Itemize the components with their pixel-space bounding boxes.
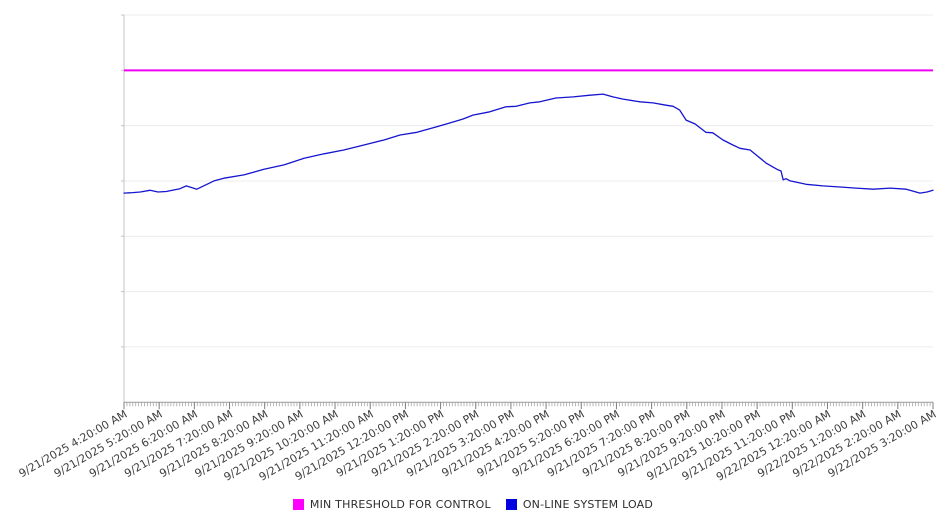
legend-item-min-threshold: MIN THRESHOLD FOR CONTROL (292, 498, 491, 511)
legend-label-min-threshold: MIN THRESHOLD FOR CONTROL (309, 498, 491, 511)
legend-label-system-load: ON-LINE SYSTEM LOAD (522, 498, 654, 511)
legend-swatch-threshold-icon (292, 499, 304, 510)
legend-swatch-load-icon (505, 499, 517, 510)
legend-item-system-load: ON-LINE SYSTEM LOAD (505, 498, 654, 511)
chart-legend: MIN THRESHOLD FOR CONTROL ON-LINE SYSTEM… (0, 498, 946, 511)
online-system-load-line (123, 93, 934, 194)
